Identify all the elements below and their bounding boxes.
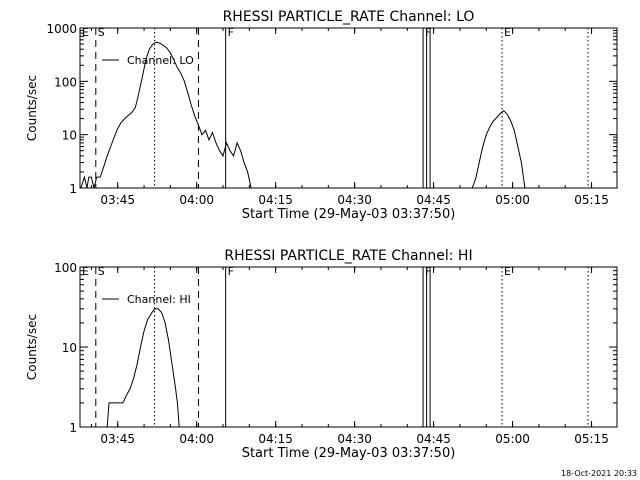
event-label: S: [98, 26, 105, 39]
chart-panel-1: RHESSI PARTICLE_RATE Channel: LO 03:45 04:…: [25, 9, 618, 222]
x-tick-label: 04:45: [416, 432, 451, 446]
x-tick-label: 04:15: [258, 193, 293, 207]
x-tick-label: 04:30: [337, 193, 372, 207]
chart-panel-2: RHESSI PARTICLE_RATE Channel: HI 03:45 04:…: [25, 248, 618, 461]
legend-label: Channel: HI: [127, 293, 191, 306]
x-tick-label: 04:00: [179, 193, 214, 207]
y-tick-label: 1000: [46, 22, 77, 36]
event-label: E: [82, 265, 89, 278]
event-label: E: [504, 26, 511, 39]
event-label: S: [98, 265, 105, 278]
event-label: E: [82, 26, 89, 39]
y-tick-label: 10: [62, 341, 77, 355]
event-label: F: [425, 265, 431, 278]
legend-label: Channel: LO: [127, 54, 194, 67]
event-label: F: [425, 26, 431, 39]
footer-timestamp: 18-Oct-2021 20:33: [561, 469, 637, 478]
series-line: [80, 41, 252, 189]
series-line: [106, 308, 180, 428]
chart-title: RHESSI PARTICLE_RATE Channel: LO: [223, 9, 475, 25]
y-tick-label: 1: [69, 421, 77, 435]
y-tick-label: 100: [54, 75, 77, 89]
y-tick-label: 1: [69, 182, 77, 196]
x-axis-label: Start Time (29-May-03 03:37:50): [242, 207, 456, 222]
series-line: [471, 110, 526, 189]
x-tick-label: 03:45: [100, 432, 135, 446]
x-axis-label: Start Time (29-May-03 03:37:50): [242, 446, 456, 461]
x-tick-label: 05:00: [495, 193, 530, 207]
y-tick-label: 100: [54, 261, 77, 275]
event-label: F: [228, 26, 234, 39]
x-tick-label: 05:15: [574, 432, 609, 446]
x-tick-label: 05:00: [495, 432, 530, 446]
y-axis-label: Counts/sec: [25, 75, 39, 141]
x-tick-label: 04:30: [337, 432, 372, 446]
event-label: E: [504, 265, 511, 278]
x-tick-label: 04:00: [179, 432, 214, 446]
event-label: F: [228, 265, 234, 278]
x-tick-label: 04:15: [258, 432, 293, 446]
y-tick-label: 10: [62, 129, 77, 143]
chart-title: RHESSI PARTICLE_RATE Channel: HI: [224, 248, 472, 264]
x-tick-label: 05:15: [574, 193, 609, 207]
y-axis-label: Counts/sec: [25, 314, 39, 380]
x-tick-label: 04:45: [416, 193, 451, 207]
x-tick-label: 03:45: [100, 193, 135, 207]
